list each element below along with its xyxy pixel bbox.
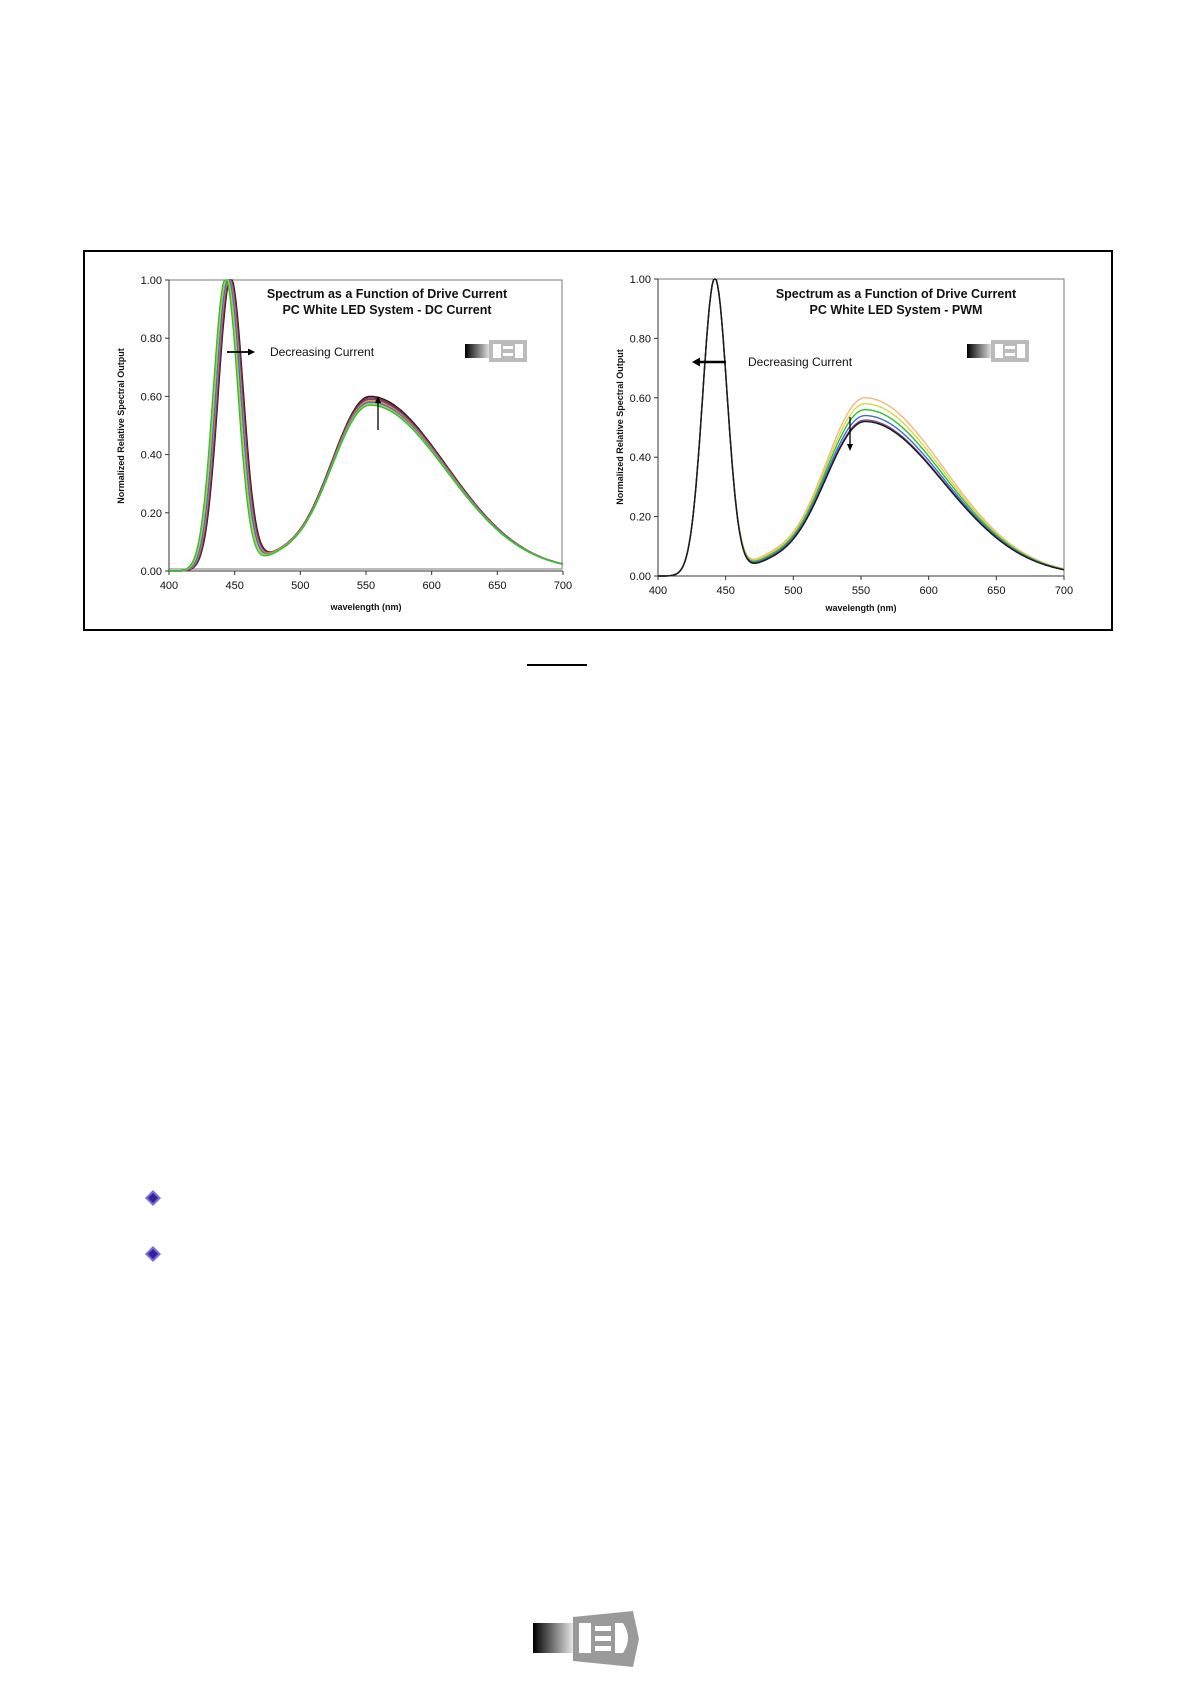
- decreasing-current-arrow: [692, 357, 726, 367]
- x-tick-label: 500: [291, 580, 309, 592]
- y-tick-label: 0.20: [141, 508, 162, 520]
- y-tick-label: 0.40: [630, 452, 651, 464]
- series-line-7: [169, 279, 564, 572]
- led-logo-icon: [967, 340, 1029, 362]
- down-arrow: [847, 417, 853, 451]
- series-line-6: [658, 278, 1065, 577]
- decreasing-current-arrow: [227, 348, 255, 356]
- y-tick-label: 0.40: [141, 450, 162, 462]
- led-logo-icon: [465, 340, 527, 362]
- chart-dc-current: 0.00 0.20 0.40 0.60 0.80 1.00 400 450 500 550 600…: [116, 275, 572, 612]
- caption-underline: [527, 664, 587, 666]
- chart-title-line2: PC White LED System - DC Current: [282, 303, 492, 317]
- x-tick-label: 450: [225, 580, 243, 592]
- x-tick-label: 450: [716, 585, 734, 597]
- x-axis-title: wavelength (nm): [329, 602, 401, 612]
- chart-title-line1: Spectrum as a Function of Drive Current: [267, 287, 508, 301]
- up-arrow: [375, 396, 381, 430]
- x-tick-label: 600: [919, 585, 937, 597]
- x-tick-label: 550: [852, 585, 870, 597]
- y-tick-label: 1.00: [141, 275, 162, 287]
- y-tick-label: 0.00: [141, 566, 162, 578]
- x-tick-label: 400: [160, 580, 178, 592]
- plot-area: [168, 279, 563, 570]
- x-tick-label: 700: [1055, 585, 1073, 597]
- chart-title-line2: PC White LED System - PWM: [810, 303, 983, 317]
- y-tick-label: 0.80: [141, 333, 162, 345]
- x-tick-label: 400: [649, 585, 667, 597]
- x-tick-label: 550: [357, 580, 375, 592]
- plot-area: [657, 278, 1065, 577]
- diamond-bullet-icon: [145, 1190, 161, 1206]
- y-tick-label: 1.00: [630, 274, 651, 286]
- x-tick-label: 650: [488, 580, 506, 592]
- y-axis-title: Normalized Relative Spectral Output: [116, 348, 126, 504]
- x-tick-label: 650: [987, 585, 1005, 597]
- y-axis-title: Normalized Relative Spectral Output: [615, 349, 625, 505]
- y-tick-label: 0.20: [630, 512, 651, 524]
- figure-frame: 0.00 0.20 0.40 0.60 0.80 1.00 400 450 500 550 600…: [83, 250, 1113, 631]
- annotation-decreasing-current: Decreasing Current: [270, 345, 375, 359]
- diamond-bullet-icon: [145, 1246, 161, 1262]
- x-tick-label: 600: [422, 580, 440, 592]
- x-axis-title: wavelength (nm): [824, 603, 896, 613]
- annotation-decreasing-current: Decreasing Current: [748, 355, 853, 369]
- y-tick-label: 0.00: [630, 571, 651, 583]
- y-tick-label: 0.80: [630, 333, 651, 345]
- chart-pwm: 0.00 0.20 0.40 0.60 0.80 1.00 400 450 500 550 600…: [615, 274, 1073, 613]
- y-tick-label: 0.60: [141, 391, 162, 403]
- y-tick-label: 0.60: [630, 393, 651, 405]
- x-tick-label: 700: [554, 580, 572, 592]
- led-footer-logo-icon: [533, 1611, 639, 1667]
- chart-title-line1: Spectrum as a Function of Drive Current: [776, 287, 1017, 301]
- x-tick-label: 500: [784, 585, 802, 597]
